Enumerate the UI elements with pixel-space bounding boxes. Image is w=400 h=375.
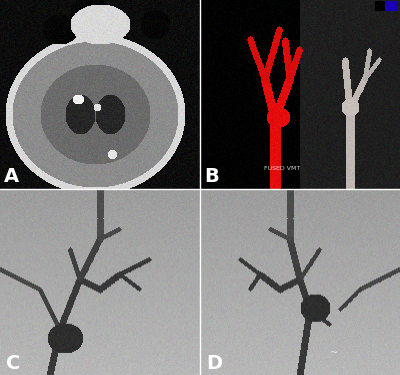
Text: D: D <box>206 354 222 374</box>
Text: B: B <box>204 167 219 186</box>
Text: C: C <box>6 354 20 374</box>
Text: FUSED VMT: FUSED VMT <box>264 166 300 171</box>
Text: A: A <box>4 167 19 186</box>
Text: ~: ~ <box>330 348 338 358</box>
